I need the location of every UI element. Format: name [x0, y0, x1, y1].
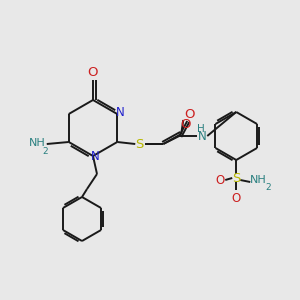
Text: O: O	[88, 65, 98, 79]
Text: S: S	[135, 137, 143, 151]
Text: N: N	[91, 151, 99, 164]
Text: N: N	[198, 130, 207, 143]
Text: 2: 2	[266, 184, 271, 193]
Text: O: O	[180, 118, 190, 130]
Text: N: N	[116, 106, 124, 119]
Text: O: O	[184, 109, 194, 122]
Text: 2: 2	[42, 146, 48, 155]
Text: H: H	[197, 124, 205, 134]
Text: S: S	[232, 172, 240, 184]
Text: O: O	[232, 191, 241, 205]
Text: NH: NH	[28, 138, 45, 148]
Text: O: O	[216, 173, 225, 187]
Text: NH: NH	[250, 175, 267, 185]
